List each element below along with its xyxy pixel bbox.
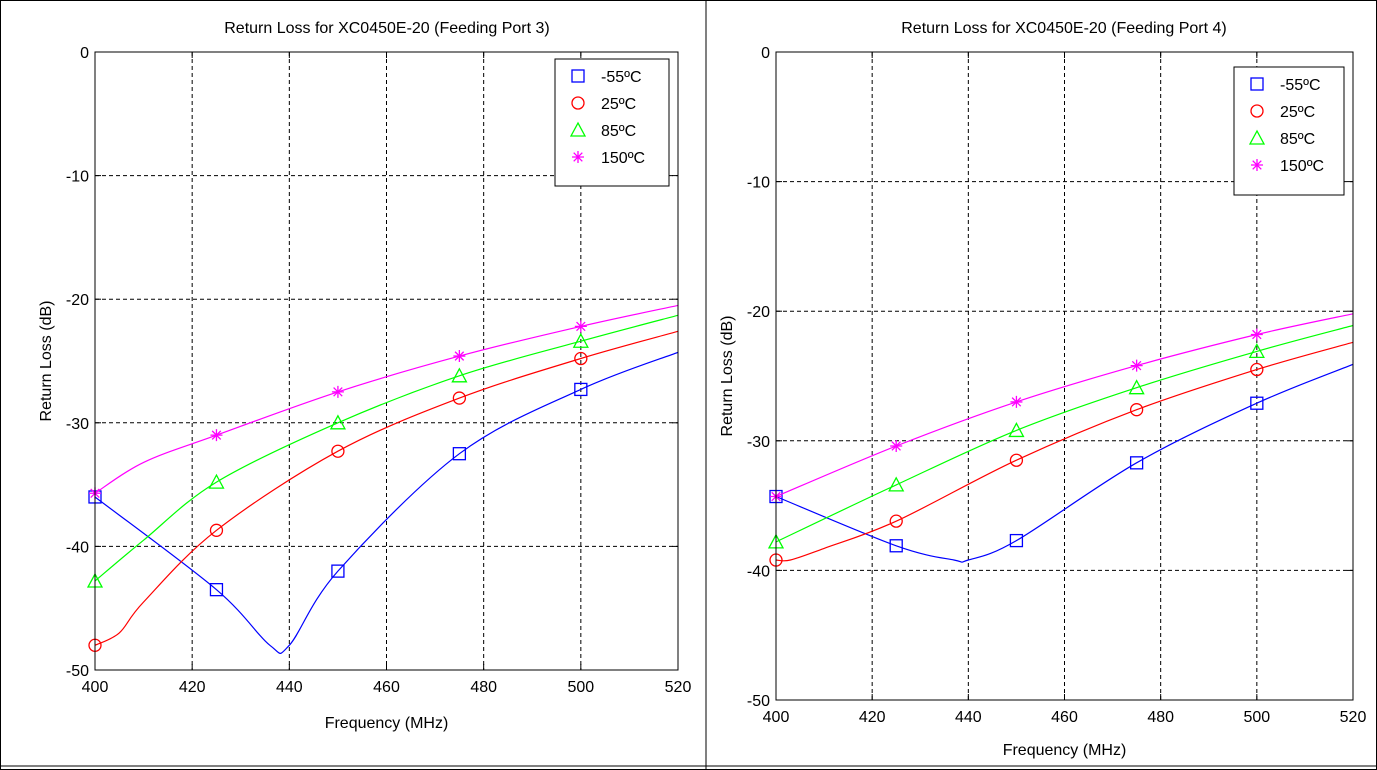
data-point-triangle bbox=[572, 332, 589, 348]
x-tick-label: 440 bbox=[276, 679, 303, 696]
legend-marker-triangle bbox=[569, 121, 587, 137]
data-point-square bbox=[1129, 456, 1144, 470]
data-point-triangle bbox=[208, 473, 225, 489]
x-tick-label: 460 bbox=[373, 679, 400, 696]
y-axis-label: Return Loss (dB) bbox=[38, 301, 55, 422]
chart-title: Return Loss for XC0450E-20 (Feeding Port… bbox=[224, 20, 550, 37]
x-tick-label: 440 bbox=[955, 709, 982, 726]
x-axis-label: Frequency (MHz) bbox=[325, 715, 449, 732]
y-tick-label: -50 bbox=[66, 663, 89, 680]
legend-box bbox=[554, 58, 670, 187]
y-tick-label: -20 bbox=[747, 304, 770, 321]
x-tick-label: 400 bbox=[763, 709, 790, 726]
legend-marker-circle bbox=[1250, 104, 1264, 118]
series-markers-1 bbox=[88, 351, 588, 652]
series-line-0 bbox=[776, 363, 1353, 563]
data-point-star bbox=[1130, 359, 1143, 372]
data-point-star bbox=[453, 350, 466, 363]
data-point-star bbox=[1250, 328, 1263, 341]
data-point-circle bbox=[574, 351, 588, 366]
legend-label: -55ºC bbox=[601, 69, 642, 86]
data-point-circle bbox=[331, 444, 345, 458]
chart-title: Return Loss for XC0450E-20 (Feeding Port… bbox=[901, 20, 1227, 37]
legend-label: 25ºC bbox=[601, 96, 636, 113]
data-point-square bbox=[452, 447, 467, 461]
x-tick-label: 500 bbox=[567, 679, 594, 696]
y-tick-label: -10 bbox=[747, 175, 770, 192]
data-point-triangle bbox=[451, 367, 468, 383]
series-line-1 bbox=[95, 330, 678, 646]
legend-label: 150ºC bbox=[601, 150, 645, 167]
y-axis-label: Return Loss (dB) bbox=[719, 316, 736, 437]
legend-marker-square bbox=[1250, 77, 1264, 91]
series-line-2 bbox=[776, 324, 1353, 543]
y-tick-label: -40 bbox=[66, 539, 89, 556]
x-axis-label: Frequency (MHz) bbox=[1003, 742, 1127, 759]
data-point-circle bbox=[889, 514, 903, 528]
y-tick-label: -30 bbox=[747, 434, 770, 451]
legend: -55ºC 25ºC 85ºC 150ºC bbox=[1233, 66, 1345, 196]
x-tick-label: 460 bbox=[1051, 709, 1078, 726]
y-tick-label: 0 bbox=[80, 45, 89, 62]
y-tick-label: 0 bbox=[761, 45, 770, 62]
data-point-triangle bbox=[888, 476, 905, 492]
data-point-star bbox=[331, 385, 344, 398]
x-tick-label: 480 bbox=[470, 679, 497, 696]
data-point-square bbox=[889, 539, 903, 553]
data-point-star bbox=[890, 439, 903, 452]
y-tick-label: -30 bbox=[66, 416, 89, 433]
legend-marker-triangle bbox=[1248, 129, 1266, 145]
data-point-triangle bbox=[1248, 343, 1265, 359]
y-tick-label: -40 bbox=[747, 563, 770, 580]
data-point-star bbox=[1010, 395, 1023, 408]
x-tick-label: 520 bbox=[1340, 709, 1367, 726]
x-tick-label: 480 bbox=[1147, 709, 1174, 726]
legend-label: 85ºC bbox=[601, 123, 636, 140]
x-tick-label: 500 bbox=[1243, 709, 1270, 726]
data-point-circle bbox=[1129, 403, 1144, 417]
data-point-triangle bbox=[329, 414, 347, 430]
data-point-triangle bbox=[1008, 422, 1025, 438]
legend-label: 150ºC bbox=[1280, 158, 1324, 175]
x-tick-label: 420 bbox=[179, 679, 206, 696]
data-point-circle bbox=[209, 523, 224, 537]
x-tick-label: 400 bbox=[82, 679, 109, 696]
series-line-0 bbox=[95, 351, 678, 654]
legend-label: -55ºC bbox=[1280, 77, 1321, 94]
data-point-circle bbox=[1009, 453, 1024, 467]
series-line-2 bbox=[95, 314, 678, 582]
chart-feeding-port-4: 400 420 440 460 480 500 520 0 -10 -20 -30 -40 -50 Ret… bbox=[719, 20, 1366, 759]
chart-feeding-port-3: 400 420 440 460 480 500 520 0 -10 -20 -30 -40 -50 Ret… bbox=[38, 20, 691, 732]
legend-box bbox=[1233, 66, 1345, 196]
legend-label: 85ºC bbox=[1280, 131, 1315, 148]
data-point-circle bbox=[452, 391, 467, 405]
data-point-triangle bbox=[1128, 379, 1145, 395]
legend-marker-circle bbox=[571, 96, 585, 110]
data-point-square bbox=[331, 564, 345, 578]
data-point-square bbox=[1250, 396, 1264, 410]
data-point-star bbox=[574, 320, 587, 333]
x-tick-label: 520 bbox=[665, 679, 692, 696]
y-tick-label: -10 bbox=[66, 169, 89, 186]
legend-marker-star bbox=[1251, 159, 1263, 171]
legend-marker-square bbox=[571, 69, 585, 83]
data-point-star bbox=[210, 429, 223, 442]
y-tick-label: -20 bbox=[66, 292, 89, 309]
legend-marker-star bbox=[572, 151, 584, 163]
y-tick-label: -50 bbox=[747, 693, 770, 710]
legend-label: 25ºC bbox=[1280, 104, 1315, 121]
series-line-1 bbox=[776, 341, 1353, 562]
data-point-square bbox=[209, 583, 224, 597]
data-point-circle bbox=[1250, 362, 1264, 377]
legend: -55ºC 25ºC 85ºC 150ºC bbox=[554, 58, 670, 187]
data-point-square bbox=[574, 382, 588, 397]
data-point-square bbox=[1009, 533, 1024, 548]
x-tick-label: 420 bbox=[859, 709, 886, 726]
